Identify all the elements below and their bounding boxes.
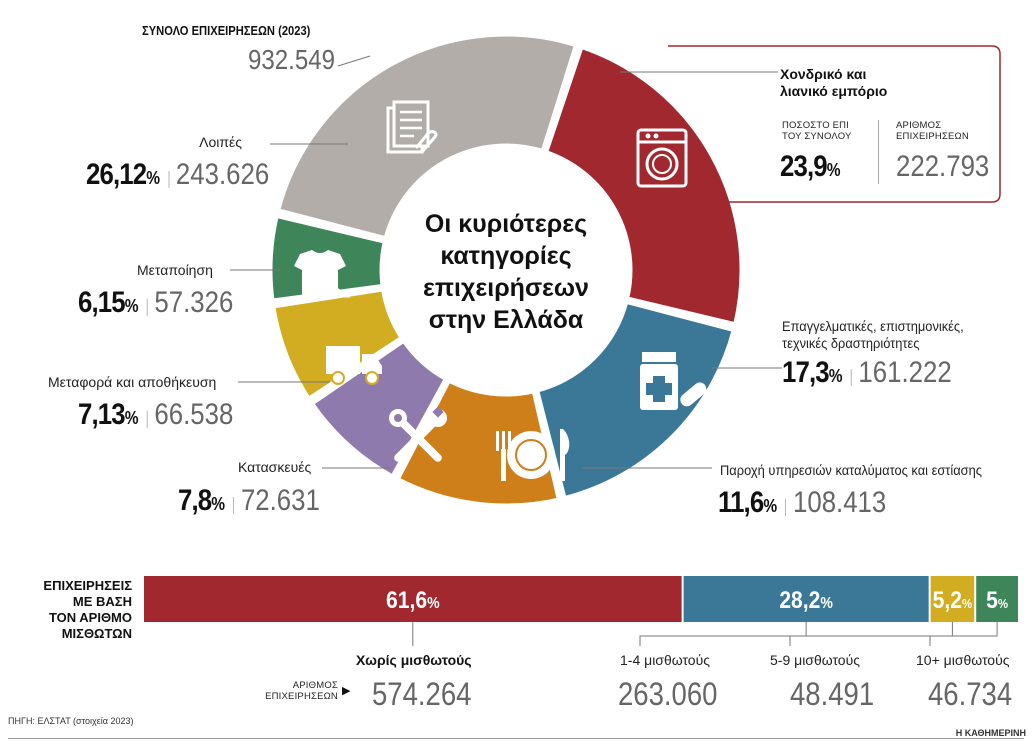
bar-category-label-2: 5-9 μισθωτούς — [770, 652, 860, 668]
bar-leader-3 — [929, 622, 998, 646]
bar-count-3: 46.734 — [928, 676, 1013, 712]
bar-category-label-0: Χωρίς μισθωτούς — [356, 652, 472, 668]
footer-brand: Η ΚΑΘΗΜΕΡΙΝΗ — [955, 728, 1026, 738]
tshirt-hanger-icon — [294, 250, 351, 298]
medicine-icon — [640, 352, 707, 410]
bar-leader-1 — [639, 622, 807, 646]
label-other-values: 26,12% 243.626 — [86, 158, 270, 191]
total-value: 932.549 — [248, 44, 336, 75]
bar-category-label-1: 1-4 μισθωτούς — [620, 652, 710, 668]
truck-icon — [326, 346, 382, 385]
bar-segment-1 — [683, 576, 929, 622]
bar-segment-3 — [976, 576, 1018, 622]
bar-category-label-3: 10+ μισθωτούς — [916, 652, 1010, 668]
center-title-line-1: Οι κυριότερες — [425, 210, 587, 238]
tools-icon — [389, 406, 447, 462]
label-construction-values: 7,8% 72.631 — [178, 484, 320, 517]
label-hospitality-name: Παροχή υπηρεσιών καταλύματος και εστίαση… — [720, 462, 982, 478]
bar-count-1: 263.060 — [618, 676, 718, 712]
leader-line-total — [337, 55, 371, 67]
highlight-pct: 23,9% — [780, 150, 841, 183]
label-professional-values: 17,3% 161.222 — [782, 356, 952, 389]
total-label: ΣΥΝΟΛΟ ΕΠΙΧΕΙΡΗΣΕΩΝ (2023) — [142, 23, 311, 38]
bar-pct-label-3: 5% — [986, 587, 1008, 614]
label-other-pct: 26,12 — [86, 158, 147, 191]
label-other-name: Λοιπές — [199, 134, 242, 150]
washing-machine-icon — [636, 128, 688, 188]
bar-count-label: ΑΡΙΘΜΟΣ ΕΠΙΧΕΙΡΗΣΕΩΝ — [265, 680, 338, 702]
center-title-line-2: κατηγορίες — [440, 242, 571, 270]
bar-segment-0 — [144, 576, 682, 622]
center-title-line-4: στην Ελλάδα — [429, 306, 584, 334]
bar-count-0: 574.264 — [372, 676, 472, 712]
highlight-title: Χονδρικό και λιανικό εμπόριο — [780, 66, 888, 99]
donut-slice-1 — [533, 298, 738, 502]
bar-pct-label-2: 5,2% — [933, 587, 973, 614]
bar-segment-2 — [930, 576, 975, 622]
bar-count-2: 48.491 — [790, 676, 875, 712]
label-construction-name: Κατασκευές — [238, 459, 312, 475]
footer-source: ΠΗΓΗ: ΕΛΣΤΑΤ (στοιχεία 2023) — [8, 716, 134, 726]
donut-slice-4 — [269, 286, 406, 403]
label-manufacturing-values: 6,15% 57.326 — [78, 286, 234, 319]
plate-cutlery-icon — [496, 429, 570, 481]
highlight-count-header: ΑΡΙΘΜΟΣ ΕΠΙΧΕΙΡΗΣΕΩΝ — [896, 120, 969, 142]
arrow-right-icon: ▶ — [342, 685, 351, 697]
highlight-count: 222.793 — [896, 150, 990, 183]
highlight-box-border — [668, 45, 1001, 203]
highlight-pct-header: ΠΟΣΟΣΤΟ ΕΠΙ ΤΟΥ ΣΥΝΟΛΟΥ — [782, 120, 852, 142]
highlight-divider — [878, 120, 879, 184]
center-title-line-3: επιχειρήσεων — [423, 274, 589, 302]
documents-icon — [386, 100, 438, 154]
bar-leader-2 — [789, 622, 953, 646]
donut-slice-3 — [307, 336, 450, 481]
label-transport-values: 7,13% 66.538 — [78, 398, 234, 431]
bar-pct-label-1: 28,2% — [779, 587, 833, 614]
bar-pct-label-0: 61,6% — [386, 587, 440, 614]
bar-section-title: ΕΠΙΧΕΙΡΗΣΕΙΣ ΜΕ ΒΑΣΗ ΤΟΝ ΑΡΙΘΜΟ ΜΙΣΘΩΤΩΝ — [43, 578, 132, 641]
label-hospitality-values: 11,6% 108.413 — [718, 486, 887, 519]
footer-divider — [8, 738, 1024, 739]
label-other-count: 243.626 — [175, 158, 270, 191]
label-transport-name: Μεταφορά και αποθήκευση — [48, 374, 217, 390]
label-professional-name: Επαγγελματικές, επιστημονικές, τεχνικές δ… — [782, 318, 964, 351]
label-manufacturing-name: Μεταποίηση — [137, 262, 213, 278]
